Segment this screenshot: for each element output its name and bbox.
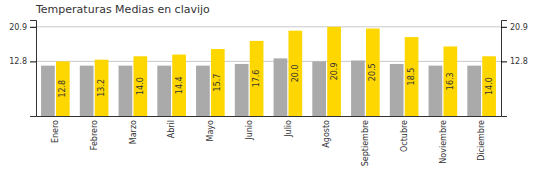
x-axis: Enero Febrero Marzo Abril Mayo Junio Julio Agos… [37,117,502,167]
bar [274,58,288,116]
tick-label: Febrero [90,120,99,150]
data-label: 12.8 [58,80,67,98]
tick-label: 12.8 [9,57,27,66]
tick-mark [30,27,36,28]
grid [36,27,501,62]
axis-line [37,116,502,117]
bar [172,55,186,116]
tick: Agosto [322,120,331,148]
y-axis-left: 20.9 12.8 [9,21,36,117]
data-label: 14.0 [485,77,494,95]
axis-line [30,21,37,117]
tick: Octubre [400,120,409,152]
bar [467,66,481,116]
bar [312,61,326,116]
tick-label: Septiembre [361,120,370,166]
axis-line [502,21,508,117]
tick: 20.9 [9,23,36,32]
tick-label: Abril [167,120,176,138]
bar [235,64,249,116]
tick: Julio [284,120,293,138]
data-labels: 12.8 13.2 14.0 14.4 15.7 17.6 20.0 20.9 20.5 18.5… [58,63,493,98]
data-label: 14.4 [175,76,184,94]
data-label: 16.3 [446,72,455,90]
tick: 12.8 [9,57,36,66]
bar [133,56,147,116]
bar [56,61,70,116]
bars [41,27,496,116]
bar [41,66,55,116]
tick-label: Diciembre [477,120,486,161]
tick: Noviembre [439,120,448,164]
bar [95,60,109,116]
data-label: 20.0 [291,64,300,82]
data-label: 13.2 [97,79,106,97]
tick-mark [501,61,507,62]
bar [390,64,404,116]
bar [80,66,94,116]
data-label: 14.0 [136,77,145,95]
tick: Diciembre [477,120,486,161]
tick-label: Noviembre [439,120,448,164]
tick-label: 20.9 [510,23,528,32]
bar [250,41,264,116]
tick-label: Mayo [206,120,215,142]
tick-label: Marzo [129,120,138,144]
tick-label: Agosto [322,120,331,148]
bar [327,27,341,116]
tick-label: Junio [245,120,254,141]
tick-label: Julio [284,120,293,138]
bar [157,66,171,116]
bar [482,56,496,116]
chart: Temperaturas Medias en clavijo 12.8 13.2 14… [0,0,537,174]
y-axis-right: 20.9 12.8 [501,21,528,117]
tick: Abril [167,120,176,138]
tick: Septiembre [361,120,370,166]
bar [429,66,443,116]
bar [366,29,380,116]
tick: Mayo [206,120,215,142]
tick-mark [30,61,36,62]
data-label: 20.9 [330,63,339,81]
bar [288,31,302,116]
bar [211,49,225,116]
tick-label: 12.8 [510,57,528,66]
tick: Enero [51,120,60,143]
bar [405,37,419,116]
title: Temperaturas Medias en clavijo [35,3,210,16]
data-label: 20.5 [368,63,377,81]
bar [119,66,133,116]
data-label: 17.6 [252,70,261,88]
tick: Junio [245,120,254,141]
tick-label: Octubre [400,120,409,152]
tick: 20.9 [501,23,528,32]
data-label: 18.5 [407,68,416,86]
tick: 12.8 [501,57,528,66]
bar [443,46,457,116]
tick: Febrero [90,120,99,150]
tick-label: Enero [51,120,60,143]
series [56,27,496,116]
bar [351,61,365,116]
data-label: 15.7 [213,74,222,92]
tick: Marzo [129,120,138,144]
tick-mark [501,27,507,28]
tick-label: 20.9 [9,23,27,32]
grid-line [36,26,501,27]
bar [196,66,210,116]
